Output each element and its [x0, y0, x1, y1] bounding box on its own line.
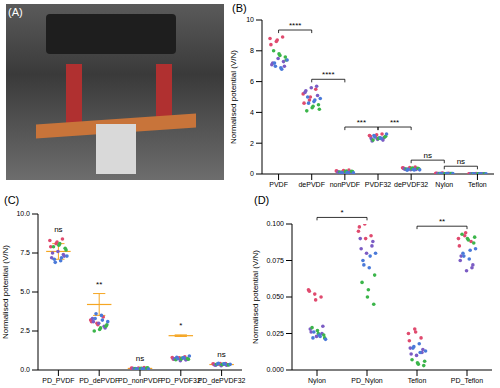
svg-text:ns: ns: [457, 157, 465, 166]
svg-text:PD_PVDF32: PD_PVDF32: [161, 377, 201, 385]
svg-text:*: *: [179, 321, 182, 330]
svg-text:****: ****: [289, 21, 301, 30]
svg-text:2: 2: [250, 140, 254, 147]
svg-text:10: 10: [246, 16, 254, 23]
svg-text:***: ***: [390, 118, 399, 127]
svg-text:Nylon: Nylon: [435, 181, 453, 189]
svg-text:***: ***: [357, 118, 366, 127]
html-text:(C): (C): [4, 194, 20, 206]
svg-text:nonPVDF: nonPVDF: [330, 181, 360, 188]
svg-text:ns: ns: [217, 350, 225, 359]
svg-text:ns: ns: [54, 225, 62, 234]
svg-text:Teflon: Teflon: [408, 377, 427, 384]
svg-text:PVDF: PVDF: [269, 181, 288, 188]
svg-text:6: 6: [250, 78, 254, 85]
svg-text:5.0: 5.0: [20, 288, 30, 295]
svg-text:PD_dePVDF: PD_dePVDF: [79, 377, 119, 385]
svg-text:Nylon: Nylon: [308, 377, 326, 385]
html-text:(A): (A): [8, 6, 23, 18]
svg-text:0.000: 0.000: [266, 366, 284, 373]
svg-text:Normalised potential (V/N): Normalised potential (V/N): [8, 245, 10, 339]
svg-text:dePVDF: dePVDF: [298, 181, 324, 188]
svg-text:0.025: 0.025: [266, 330, 284, 337]
svg-text:Normalised potential (V/N): Normalised potential (V/N): [251, 250, 260, 344]
svg-text:PD_Teflon: PD_Teflon: [451, 377, 483, 385]
html-text:(B): (B): [232, 2, 247, 14]
svg-text:0: 0: [250, 170, 254, 177]
svg-text:*: *: [340, 208, 343, 217]
svg-text:PD_Nylon: PD_Nylon: [351, 377, 383, 385]
svg-text:dePVDF32: dePVDF32: [394, 181, 428, 188]
svg-text:2.5: 2.5: [20, 327, 30, 334]
svg-text:10.0: 10.0: [16, 210, 30, 217]
svg-text:8: 8: [250, 47, 254, 54]
svg-text:7.5: 7.5: [20, 249, 30, 256]
svg-text:0.075: 0.075: [266, 257, 284, 264]
svg-text:PD_nonPVDF: PD_nonPVDF: [118, 377, 162, 385]
svg-text:ns: ns: [423, 151, 431, 160]
svg-text:**: **: [96, 280, 102, 289]
svg-text:0.050: 0.050: [266, 293, 284, 300]
svg-text:**: **: [439, 217, 445, 226]
svg-text:PVDF32: PVDF32: [365, 181, 392, 188]
svg-text:PD_dePVDF32: PD_dePVDF32: [198, 377, 246, 385]
svg-text:Normalised potential (V/N): Normalised potential (V/N): [229, 50, 238, 144]
svg-text:PD_PVDF: PD_PVDF: [42, 377, 74, 385]
svg-text:Teflon: Teflon: [468, 181, 487, 188]
svg-text:0.100: 0.100: [266, 220, 284, 227]
svg-text:4: 4: [250, 109, 254, 116]
svg-text:0.0: 0.0: [20, 366, 30, 373]
svg-text:ns: ns: [136, 354, 144, 363]
html-text:(D): (D): [254, 194, 270, 206]
svg-text:****: ****: [322, 70, 334, 79]
